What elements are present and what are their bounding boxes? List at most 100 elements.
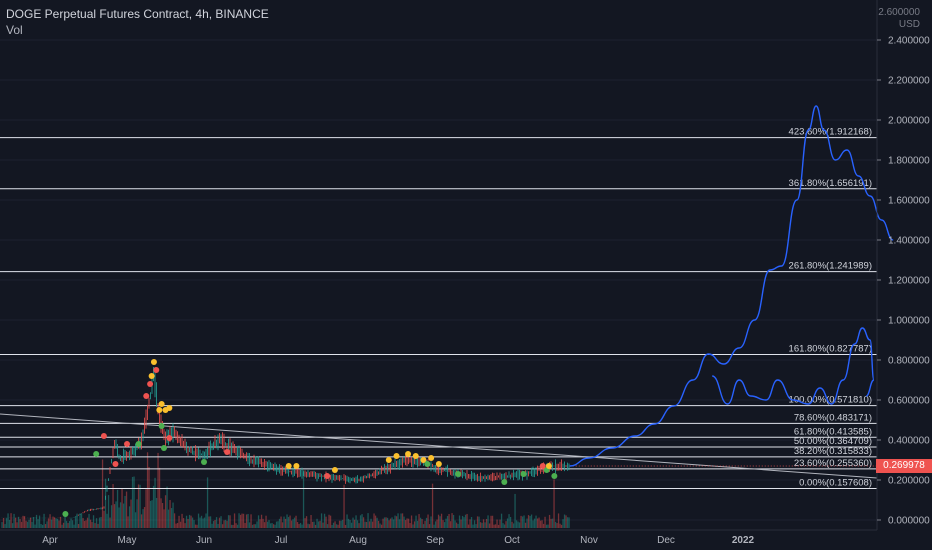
volume-bar bbox=[29, 517, 32, 528]
volume-bar bbox=[260, 514, 263, 528]
volume-bar bbox=[337, 524, 339, 528]
volume-bar bbox=[404, 520, 407, 528]
volume-bar bbox=[200, 515, 203, 528]
signal-dot bbox=[420, 457, 427, 463]
volume-bar bbox=[538, 517, 540, 528]
volume-bar bbox=[211, 523, 213, 528]
volume-bar bbox=[350, 522, 353, 528]
signal-dot bbox=[385, 457, 392, 463]
volume-bar bbox=[493, 524, 495, 528]
volume-bar bbox=[547, 524, 549, 528]
volume-bar bbox=[391, 517, 393, 528]
signal-dot bbox=[405, 451, 412, 457]
volume-bar bbox=[181, 513, 183, 528]
volume-bar bbox=[367, 513, 369, 528]
fib-level-label: 361.80%(1.656191) bbox=[789, 178, 872, 189]
volume-bar bbox=[112, 484, 114, 528]
volume-bar bbox=[461, 515, 464, 528]
volume-bar bbox=[524, 522, 527, 528]
volume-bar bbox=[359, 515, 362, 528]
symbol-title[interactable]: DOGE Perpetual Futures Contract, 4h, BIN… bbox=[6, 7, 269, 21]
volume-bar bbox=[556, 523, 558, 528]
volume-bar bbox=[278, 518, 281, 528]
price-axis[interactable]: 2.400000 2.200000 2.000000 1.800000 1.600000… bbox=[877, 36, 930, 527]
volume-bar bbox=[557, 513, 560, 528]
volume-bar bbox=[550, 518, 552, 528]
volume-bar bbox=[446, 515, 449, 528]
volume-bar bbox=[338, 520, 341, 528]
volume-bar bbox=[134, 512, 137, 528]
volume-bar bbox=[25, 520, 27, 528]
volume-bar bbox=[301, 524, 303, 528]
volume-bar bbox=[151, 500, 153, 528]
volume-bar bbox=[383, 517, 386, 528]
volume-bar bbox=[47, 518, 50, 528]
volume-bar bbox=[196, 524, 198, 528]
volume-bar bbox=[428, 524, 431, 528]
volume-bar bbox=[257, 515, 260, 528]
volume-bar bbox=[568, 517, 570, 528]
volume-bar bbox=[238, 513, 240, 528]
volume-bar bbox=[62, 522, 65, 528]
volume-bar bbox=[37, 519, 39, 528]
volume-bar bbox=[265, 515, 267, 528]
volume-bar bbox=[418, 514, 420, 528]
volume-bar bbox=[379, 523, 381, 528]
volume-bar bbox=[64, 514, 66, 528]
volume-bar bbox=[244, 522, 246, 528]
volume-bar bbox=[49, 514, 51, 528]
volume-bar bbox=[505, 521, 507, 528]
volume-bar bbox=[259, 519, 261, 528]
volume-bar bbox=[349, 520, 351, 528]
signal-dot bbox=[112, 461, 119, 467]
price-tick-label: 0.000000 bbox=[888, 516, 930, 527]
volume-bar bbox=[14, 517, 17, 528]
time-axis[interactable]: Apr May Jun Jul Aug Sep Oct Nov Dec 2022 bbox=[42, 535, 754, 546]
volume-bar bbox=[413, 521, 416, 528]
volume-bar bbox=[484, 522, 486, 528]
volume-bar bbox=[532, 520, 534, 528]
signal-dot bbox=[293, 463, 300, 469]
volume-bar bbox=[227, 515, 230, 528]
volume-bar bbox=[71, 520, 74, 528]
volume-bar bbox=[179, 521, 182, 528]
signal-dot bbox=[539, 463, 546, 469]
volume-bar bbox=[469, 519, 471, 528]
volume-indicator-label[interactable]: Vol bbox=[6, 23, 23, 37]
time-tick-label: Jun bbox=[196, 535, 212, 546]
volume-bar bbox=[320, 513, 323, 528]
fib-level-label: 61.80%(0.413585) bbox=[794, 426, 872, 437]
volume-bar bbox=[284, 518, 287, 528]
volume-bar bbox=[193, 520, 195, 528]
time-tick-label: Oct bbox=[504, 535, 520, 546]
volume-bar bbox=[307, 523, 309, 528]
volume-bar bbox=[548, 514, 551, 528]
volume-bar bbox=[436, 519, 438, 528]
volume-bar bbox=[91, 522, 93, 528]
volume-bar bbox=[41, 524, 44, 528]
volume-bar bbox=[485, 518, 488, 528]
volume-bar bbox=[122, 503, 125, 528]
volume-bar bbox=[380, 524, 383, 528]
volume-bar bbox=[406, 518, 408, 528]
signal-dots bbox=[62, 359, 558, 517]
volume-bar bbox=[440, 513, 443, 528]
signal-dot bbox=[166, 435, 173, 441]
volume-bar bbox=[92, 515, 95, 528]
time-tick-label: 2022 bbox=[732, 535, 755, 546]
volume-bar bbox=[34, 524, 36, 528]
volume-bar bbox=[158, 467, 161, 528]
price-tick-label: 0.800000 bbox=[888, 356, 930, 367]
volume-bar bbox=[10, 513, 12, 528]
volume-bar bbox=[152, 485, 155, 528]
volume-bar bbox=[109, 517, 111, 528]
time-tick-label: May bbox=[118, 535, 137, 546]
volume-bar bbox=[304, 518, 306, 528]
volume-bar bbox=[160, 498, 162, 528]
fib-level-label: 100.00%(0.571810) bbox=[789, 395, 872, 406]
volume-bar bbox=[419, 517, 422, 528]
time-tick-label: Jul bbox=[275, 535, 288, 546]
volume-bar bbox=[50, 519, 53, 528]
